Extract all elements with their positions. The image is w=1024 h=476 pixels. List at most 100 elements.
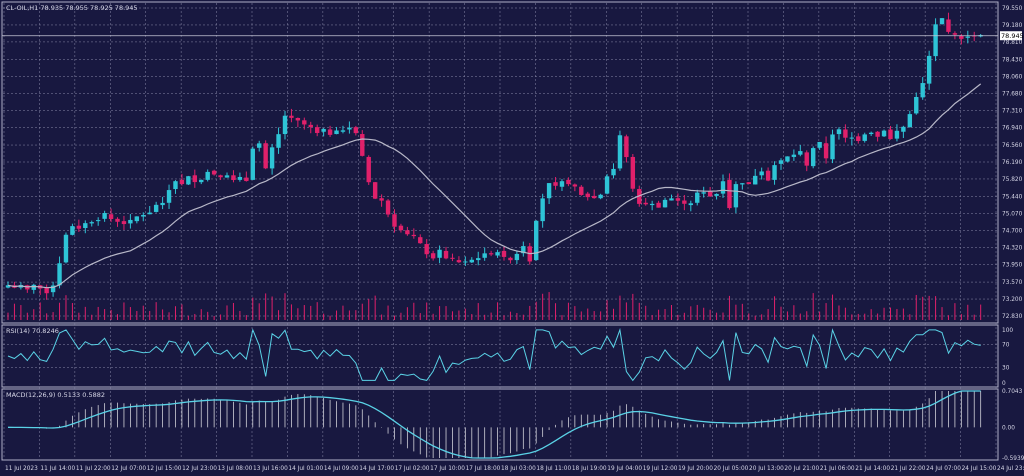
candle-body [141,215,146,217]
time-tick-label: 11 Jul 14:00 [40,466,75,472]
candle-body [147,212,152,215]
candle-body [830,134,835,160]
candle-body [456,260,462,263]
time-tick-label: 12 Jul 23:00 [182,466,217,472]
candle-body [418,237,423,244]
price-tick-label: 73.200 [1002,297,1023,303]
rsi-tick-label: 0 [1002,381,1006,387]
macd-tick-label: 0.00 [1002,425,1015,431]
candle-body [186,176,191,185]
time-tick-label: 19 Jul 20:00 [678,466,713,472]
time-tick-label: 11 Jul 2023 [5,466,38,472]
candle-body [727,179,732,209]
price-tick-label: 73.570 [1002,280,1023,286]
candle-body [810,148,816,167]
time-tick-label: 20 Jul 05:00 [714,466,749,472]
price-tick-label: 76.940 [1002,126,1023,132]
time-tick-label: 19 Jul 12:00 [643,466,678,472]
candle-body [244,177,249,182]
candle-body [753,175,758,185]
price-tick-label: 77.680 [1002,92,1023,98]
candle-body [327,129,333,135]
time-tick-label: 13 Jul 08:00 [218,466,253,472]
candle-body [546,183,552,199]
candle-body [237,176,243,180]
candle-body [662,199,668,208]
time-tick-label: 21 Jul 14:00 [855,466,890,472]
time-tick-label: 21 Jul 06:00 [820,466,855,472]
candle-body [31,284,36,290]
price-tick-label: 75.820 [1002,177,1023,183]
candle-body [579,186,584,195]
candle-body [534,220,539,261]
candle-body [121,221,127,225]
candle-body [675,198,681,201]
rsi-tick-label: 70 [1002,342,1010,348]
candle-body [488,253,494,255]
candle-body [630,156,636,189]
candle-body [179,179,185,185]
candle-body [89,222,94,224]
rsi-axis: 100 70 30 0 [1002,328,1013,387]
candle-body [669,198,674,201]
candle-body [211,170,217,175]
macd-axis: 0.7043 0.00 -0.5939 [1002,389,1024,462]
candle-body [360,134,365,156]
candle-body [153,204,159,212]
time-tick-label: 21 Jul 22:00 [891,466,926,472]
time-tick-label: 11 Jul 22:00 [76,466,111,472]
time-tick-label: 20 Jul 13:00 [749,466,784,472]
time-tick-label: 17 Jul 18:00 [466,466,501,472]
candle-body [5,285,11,288]
candle-body [604,176,610,194]
time-axis: 11 Jul 2023 11 Jul 14:00 11 Jul 22:00 12 Ju… [5,466,1024,472]
candle-body [572,184,578,187]
candle-body [276,134,281,148]
candle-body [302,120,307,125]
candle-body [624,136,629,158]
candle-body [804,152,809,166]
candle-body [102,212,107,219]
candle-body [128,219,133,224]
candle-body [476,258,481,261]
candle-body [134,216,140,222]
candle-body [856,136,861,142]
rsi-tick-label: 100 [1002,328,1013,334]
price-tick-label: 77.310 [1002,109,1023,115]
candle-body [946,19,951,32]
candle-body [63,234,69,263]
time-tick-label: 17 Jul 10:00 [430,466,465,472]
candle-body [643,202,648,205]
candle-body [173,181,178,190]
candle-body [218,175,223,178]
macd-tick-label: 0.7043 [1002,389,1023,395]
candle-body [450,257,455,259]
time-tick-label: 24 Jul 15:00 [962,466,997,472]
candle-body [952,33,958,35]
candle-body [321,129,326,132]
time-tick-label: 14 Jul 17:00 [359,466,394,472]
candle-body [914,96,919,114]
time-tick-label: 24 Jul 23:00 [997,466,1024,472]
candle-body [205,171,210,180]
rsi-line [7,327,981,382]
time-tick-label: 12 Jul 15:00 [147,466,182,472]
candle-body [759,171,764,176]
candle-body [263,143,268,169]
price-tick-label: 78.810 [1002,40,1023,46]
candle-body [115,218,120,222]
candle-body [353,127,359,134]
main-header: CL-OIL,H1 78.935 78.955 78.925 78.945 [6,4,138,12]
candle-body [740,183,745,185]
candle-body [817,141,822,148]
price-tick-label: 76.560 [1002,143,1023,149]
candle-body [888,129,893,140]
candle-body [469,259,474,263]
price-tick-label: 75.440 [1002,194,1023,200]
candle-body [108,214,114,220]
time-tick-label: 18 Jul 03:00 [501,466,536,472]
candle-body [482,253,487,258]
candle-body [843,129,848,138]
candle-body [798,151,803,155]
